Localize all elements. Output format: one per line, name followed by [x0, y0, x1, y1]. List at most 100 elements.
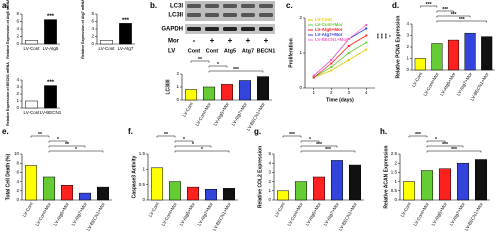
significance: ***: [122, 18, 130, 24]
bar: [60, 185, 74, 201]
y-tick-label: 0.5: [391, 188, 398, 193]
panel-label: g.: [254, 127, 261, 136]
band: [187, 27, 201, 31]
significance: ***: [451, 12, 457, 18]
x-tick-label: LV-Cont+Mor: [34, 201, 52, 227]
bar: [25, 40, 38, 45]
panel-label: h.: [380, 127, 387, 136]
y-tick-label: 0: [16, 197, 19, 202]
y-tick-label: 10: [14, 151, 20, 156]
bar: [220, 84, 234, 101]
bar: [186, 186, 200, 201]
y-tick-label: 2: [91, 34, 94, 39]
bracket: [426, 150, 482, 153]
bar: [44, 19, 57, 45]
bracket: [174, 145, 212, 148]
bracket: [190, 60, 210, 63]
panel-label: e.: [2, 127, 9, 136]
y-tick-label: 1: [268, 188, 271, 193]
legend-label: LV-Atg7+Mor: [315, 32, 343, 37]
y-tick-label: 2: [406, 44, 409, 49]
y-tick-label: 0: [91, 41, 94, 46]
x-tick-label: LV-BECN1+Mor: [464, 201, 484, 231]
y-tick-label: 5: [268, 151, 271, 156]
y-tick-label: 1: [406, 56, 409, 61]
significance: ***: [415, 132, 421, 138]
panel-label: d.: [392, 1, 399, 10]
point: [365, 24, 368, 26]
point: [330, 59, 333, 61]
point: [365, 48, 368, 51]
y-tick-label: 0: [268, 197, 271, 202]
bar: [481, 36, 493, 71]
y-tick-label: 3: [16, 84, 19, 89]
y-tick-label: 4: [16, 26, 19, 31]
significance: ***: [47, 14, 55, 20]
row-label: Mor: [168, 39, 180, 45]
row-cell: Atg7: [242, 48, 254, 54]
y-tick-label: 2: [268, 179, 271, 184]
band-label: LC3I: [170, 4, 183, 10]
y-tick-label: 1.5: [139, 151, 146, 156]
x-tick-label: LV-Cont: [148, 201, 161, 218]
x-tick-label: LV-Atg5+Mor: [431, 201, 449, 226]
x-tick-label: LV-Cont: [411, 71, 424, 88]
significance: ***: [325, 147, 331, 153]
y-tick-label: 2: [176, 71, 179, 76]
x-tick-label: LV-BECN1+Mor: [212, 201, 232, 231]
band: [187, 13, 201, 17]
bracket: [48, 145, 86, 148]
x-tick-label: LV-Atg7+Mor: [197, 201, 215, 226]
x-tick-label: LV-Cont+Mor: [412, 201, 430, 227]
point: [312, 76, 315, 79]
y-axis-label: LC3II/I: [165, 79, 171, 95]
y-tick-label: 6: [16, 19, 19, 24]
point: [365, 41, 368, 44]
row-cell: +: [246, 36, 251, 45]
significance: ***: [289, 132, 295, 138]
significance: *: [309, 137, 311, 143]
y-tick-label: 2: [299, 15, 302, 20]
panel-label: c.: [286, 1, 293, 10]
bar: [312, 176, 326, 201]
x-tick-label: 4: [365, 90, 368, 95]
row-cell: BECN1: [257, 48, 276, 54]
x-tick-label: LV-BECN1+Mor: [469, 71, 489, 101]
band: [259, 13, 273, 17]
point: [347, 52, 350, 54]
x-tick-label: LV-Atg5+Mor: [179, 201, 197, 226]
row-label: LV: [168, 49, 175, 55]
x-tick-label: LV-Atg5+Mor: [213, 101, 231, 126]
y-axis-label: Total Cell Death (%): [5, 153, 11, 200]
bar: [420, 170, 434, 201]
significance: ***: [459, 17, 465, 23]
x-tick-label: LV-Cont: [24, 46, 41, 51]
significance: **: [65, 142, 69, 148]
significance: ***: [376, 33, 381, 39]
bar: [474, 159, 488, 201]
bar: [184, 89, 198, 101]
row-cell: +: [210, 36, 215, 45]
row-cell: +: [264, 36, 269, 45]
bar: [294, 181, 308, 201]
bracket: [174, 150, 230, 153]
point: [347, 45, 350, 47]
significance: *: [388, 35, 393, 37]
band: [259, 4, 273, 8]
y-tick-label: 0: [176, 97, 179, 102]
significance: *: [217, 62, 219, 68]
row-cell: Cont: [206, 48, 219, 54]
significance: ***: [451, 147, 457, 153]
bracket: [300, 145, 338, 148]
bracket: [282, 135, 302, 138]
band: [241, 27, 255, 31]
y-tick-label: 1: [299, 50, 302, 55]
x-tick-label: LV-BECN1+Mor: [86, 201, 106, 231]
x-tick-label: LV-Cont+Mor: [286, 201, 304, 227]
bracket: [156, 135, 176, 138]
significance: ***: [384, 33, 389, 39]
significance: ***: [233, 67, 239, 73]
point: [330, 69, 333, 72]
y-tick-label: 8: [16, 160, 19, 165]
bracket: [436, 15, 471, 18]
